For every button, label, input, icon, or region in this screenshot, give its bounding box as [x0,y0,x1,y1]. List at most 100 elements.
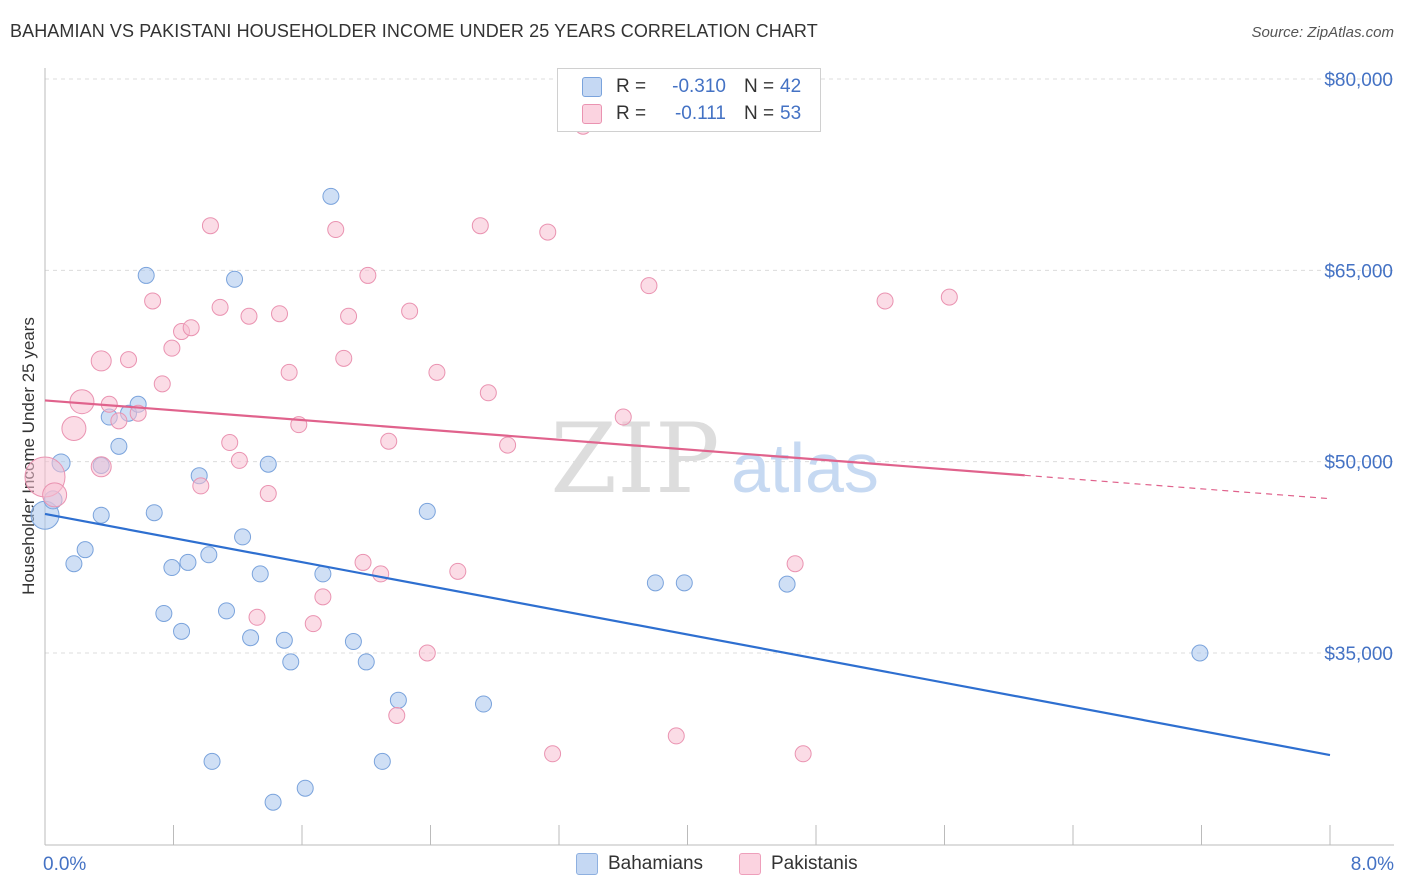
pakistani-point [304,615,322,633]
bahamian-point [137,266,155,284]
pakistani-trend-line [44,399,1025,477]
bahamian-point [203,752,221,770]
bahamian-point [145,504,163,522]
x-tick-label-start: 0.0% [43,854,86,875]
pakistani-point [539,223,557,241]
pakistani-point [449,562,467,580]
bottom-legend-swatch-pakistanis [739,853,761,875]
pakistani-point [163,339,181,357]
bahamian-trend-line [44,512,1331,757]
pakistani-point [354,553,372,571]
bahamian-point [173,622,191,640]
bahamian-point [65,555,83,573]
bahamian-point [110,437,128,455]
pakistani-point [380,432,398,450]
pakistani-point [201,217,219,235]
bahamian-point [675,574,693,592]
pakistani-point [940,288,958,306]
legend-swatch-bahamians [582,77,602,97]
bahamian-point [179,553,197,571]
legend-r-value: -0.310 [672,76,726,97]
pakistani-point [90,350,112,372]
pakistani-point [280,363,298,381]
bahamian-point [357,653,375,671]
bottom-legend-bahamians: Bahamians [576,852,703,876]
x-tick-label-end: 8.0% [1351,854,1394,875]
grid-lines [45,78,1394,654]
legend-swatch-pakistanis [582,104,602,124]
bahamian-point [296,779,314,797]
legend-n-value: 53 [780,103,802,124]
y-tick-label: $65,000 [1324,261,1393,282]
source-credit: Source: ZipAtlas.com [1251,24,1394,41]
legend-n-label: N = [744,103,775,124]
pakistani-point [248,608,266,626]
pakistani-point [786,555,804,573]
bahamian-point [475,695,493,713]
legend-row-pakistanis: R = -0.111 N = 53 [582,102,801,126]
pakistani-point [211,298,229,316]
pakistani-point [314,588,332,606]
pakistani-point [335,349,353,367]
legend-row-bahamians: R = -0.310 N = 42 [582,75,801,99]
correlation-legend: R = -0.310 N = 42 R = -0.111 N = 53 [557,68,821,132]
pakistani-point [192,477,210,495]
pakistani-point [144,292,162,310]
pakistani-trend-extension [1024,474,1331,500]
pakistani-point [471,217,489,235]
y-tick-label: $50,000 [1324,453,1393,474]
y-tick-label: $35,000 [1324,644,1393,665]
pakistani-point [120,351,138,369]
bahamian-point [322,187,340,205]
pakistani-point [614,408,632,426]
bahamian-point [373,752,391,770]
bahamian-point [242,629,260,647]
pakistani-point [129,404,147,422]
bahamian-point [314,565,332,583]
legend-r-label: R = [616,103,647,124]
pakistani-point [428,363,446,381]
pakistani-point [340,307,358,325]
bottom-legend-pakistanis: Pakistanis [739,852,858,876]
legend-r-value: -0.111 [674,103,726,124]
pakistani-point [259,485,277,503]
bahamian-point [251,565,269,583]
bahamian-point [646,574,664,592]
pakistani-point [479,384,497,402]
bottom-legend-swatch-bahamians [576,853,598,875]
legend-n-label: N = [744,76,775,97]
pakistani-point [90,456,112,478]
pakistani-point [230,451,248,469]
tick-labels: $35,000 $50,000 $65,000 $80,000 0.0% 8.0% [43,70,1394,875]
pakistani-point [640,277,658,295]
pakistani-point [876,292,894,310]
pakistani-point [401,302,419,320]
pakistani-point [359,266,377,284]
bahamian-point [155,604,173,622]
bahamian-point [76,541,94,559]
pakistani-point [110,412,128,430]
pakistani-point [372,565,390,583]
pakistani-point [418,644,436,662]
bahamian-point [92,506,110,524]
pakistani-point [240,307,258,325]
pakistani-point [153,375,171,393]
pakistani-point [42,482,68,508]
legend-n-value: 42 [780,76,802,97]
bahamian-point [264,793,282,811]
bottom-legend-label-pakistanis: Pakistanis [771,853,858,874]
pakistani-point [221,434,239,452]
pakistani-point [182,319,200,337]
watermark-atlas: atlas [731,429,879,507]
pakistani-point [667,727,685,745]
watermark-zip: ZIP [550,403,719,515]
bahamian-point [259,455,277,473]
bahamian-point [226,270,244,288]
bahamian-point [778,575,796,593]
bottom-legend-label-bahamians: Bahamians [608,853,704,874]
bahamian-point [282,653,300,671]
watermark: ZIP atlas [550,403,879,515]
bahamian-point [234,528,252,546]
legend-r-label: R = [616,76,647,97]
